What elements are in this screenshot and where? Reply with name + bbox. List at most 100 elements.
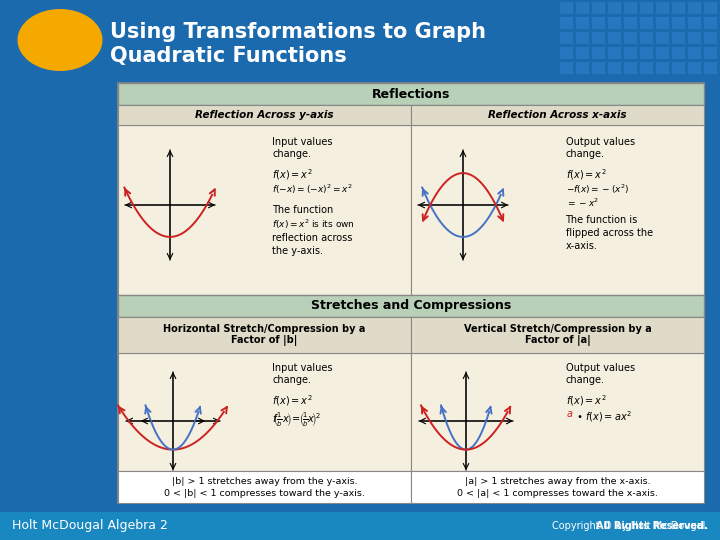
Text: Reflection Across x-axis: Reflection Across x-axis	[488, 110, 626, 120]
Bar	[688, 2, 701, 14]
Text: change.: change.	[565, 149, 605, 159]
Bar	[656, 2, 669, 14]
Bar	[118, 105, 411, 125]
Text: Using Transformations to Graph: Using Transformations to Graph	[110, 22, 486, 42]
Text: Reflection Across y-axis: Reflection Across y-axis	[195, 110, 334, 120]
Bar	[118, 295, 704, 317]
Bar	[688, 47, 701, 59]
Bar	[640, 17, 653, 29]
Text: the y-axis.: the y-axis.	[272, 246, 323, 256]
Bar	[411, 353, 704, 471]
Text: change.: change.	[565, 375, 605, 385]
Text: x-axis.: x-axis.	[565, 241, 598, 251]
Bar	[608, 2, 621, 14]
Text: change.: change.	[272, 149, 312, 159]
Bar	[411, 471, 704, 503]
Bar	[624, 47, 637, 59]
Bar	[672, 17, 685, 29]
Bar	[704, 17, 717, 29]
Text: Output values: Output values	[565, 137, 634, 147]
Bar	[118, 353, 411, 471]
Bar	[608, 32, 621, 44]
Bar	[704, 2, 717, 14]
Bar	[592, 62, 605, 74]
Bar	[0, 0, 720, 78]
Text: 0 < |b| < 1 compresses toward the y-axis.: 0 < |b| < 1 compresses toward the y-axis…	[164, 489, 365, 498]
Text: Input values: Input values	[272, 137, 333, 147]
Bar	[656, 17, 669, 29]
Bar	[704, 32, 717, 44]
Bar	[118, 317, 411, 353]
Text: |a| > 1 stretches away from the x-axis.: |a| > 1 stretches away from the x-axis.	[464, 477, 650, 486]
Text: The function is: The function is	[565, 215, 638, 225]
Text: Reflections: Reflections	[372, 87, 450, 100]
Text: Quadratic Functions: Quadratic Functions	[110, 46, 347, 66]
Bar	[656, 47, 669, 59]
Text: Horizontal Stretch/Compression by a
Factor of |b|: Horizontal Stretch/Compression by a Fact…	[163, 323, 366, 346]
Bar	[624, 32, 637, 44]
Bar	[672, 32, 685, 44]
Bar	[592, 2, 605, 14]
Bar	[608, 62, 621, 74]
Text: The function: The function	[272, 205, 334, 215]
Ellipse shape	[17, 9, 102, 71]
Bar	[624, 17, 637, 29]
Bar	[704, 62, 717, 74]
Bar	[608, 47, 621, 59]
Bar	[688, 17, 701, 29]
Bar	[592, 32, 605, 44]
Bar	[411, 317, 704, 353]
Bar	[576, 47, 589, 59]
Text: flipped across the: flipped across the	[565, 228, 652, 238]
Text: $\bullet\ f(x) = ax^2$: $\bullet\ f(x) = ax^2$	[575, 409, 631, 424]
Bar	[411, 125, 704, 295]
Bar	[576, 62, 589, 74]
Bar	[560, 47, 573, 59]
Bar	[704, 47, 717, 59]
Bar	[560, 17, 573, 29]
Bar	[624, 2, 637, 14]
Text: $a$: $a$	[565, 409, 573, 419]
Bar	[118, 83, 704, 503]
Text: Input values: Input values	[272, 363, 333, 373]
Bar	[688, 62, 701, 74]
Bar	[640, 62, 653, 74]
Bar	[560, 2, 573, 14]
Text: All Rights Reserved.: All Rights Reserved.	[596, 521, 708, 531]
Text: Vertical Stretch/Compression by a
Factor of |a|: Vertical Stretch/Compression by a Factor…	[464, 323, 652, 346]
Bar	[576, 2, 589, 14]
Bar	[688, 32, 701, 44]
Text: $f(x) = x^2$: $f(x) = x^2$	[272, 393, 313, 408]
Bar	[576, 32, 589, 44]
Text: reflection across: reflection across	[272, 233, 353, 243]
Bar	[640, 47, 653, 59]
Text: $f(x) = x^2$: $f(x) = x^2$	[565, 167, 606, 182]
Bar	[118, 125, 411, 295]
Bar	[672, 62, 685, 74]
Bar	[640, 2, 653, 14]
Text: change.: change.	[272, 375, 312, 385]
Text: Holt McDougal Algebra 2: Holt McDougal Algebra 2	[12, 519, 168, 532]
Text: Copyright © by Holt Mc Dougal.: Copyright © by Holt Mc Dougal.	[552, 521, 708, 531]
Text: $-f(x) = -(x^2)$: $-f(x) = -(x^2)$	[565, 183, 629, 197]
Bar	[118, 83, 704, 105]
Bar	[640, 32, 653, 44]
Text: $f(x) = x^2$: $f(x) = x^2$	[272, 167, 313, 182]
Bar	[624, 62, 637, 74]
Bar	[672, 47, 685, 59]
Bar	[608, 17, 621, 29]
Bar	[118, 471, 411, 503]
Text: $f(-x) = (-x)^2 = x^2$: $f(-x) = (-x)^2 = x^2$	[272, 183, 353, 197]
Bar	[560, 62, 573, 74]
Text: 0 < |a| < 1 compresses toward the x-axis.: 0 < |a| < 1 compresses toward the x-axis…	[457, 489, 658, 498]
Bar	[576, 17, 589, 29]
Bar	[656, 62, 669, 74]
Text: |b| > 1 stretches away from the y-axis.: |b| > 1 stretches away from the y-axis.	[171, 477, 357, 486]
Text: $f(x) = x^2$ is its own: $f(x) = x^2$ is its own	[272, 218, 356, 232]
Bar	[672, 2, 685, 14]
Text: Stretches and Compressions: Stretches and Compressions	[311, 300, 511, 313]
Bar	[592, 17, 605, 29]
Text: $f(x) = x^2$: $f(x) = x^2$	[565, 393, 606, 408]
Bar	[592, 47, 605, 59]
Bar	[656, 32, 669, 44]
